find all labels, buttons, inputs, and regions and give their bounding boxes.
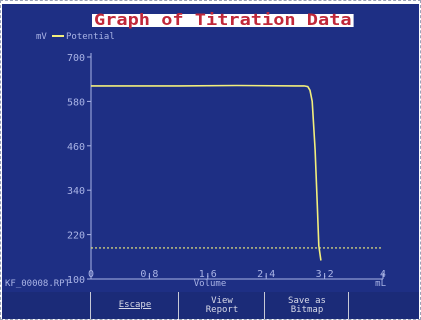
x-tick-label: 4 bbox=[380, 269, 386, 280]
x-axis-unit: mL bbox=[375, 279, 386, 289]
x-tick-label: 1.6 bbox=[199, 269, 217, 280]
chart-title-background bbox=[92, 14, 354, 27]
x-tick-label: 3.2 bbox=[316, 269, 334, 280]
chart-title: Graph of Titration Data bbox=[94, 10, 352, 29]
y-tick-label: 100 bbox=[67, 275, 85, 286]
softkey-empty-4 bbox=[348, 292, 420, 319]
y-tick-label: 700 bbox=[67, 53, 85, 64]
y-tick-label: 340 bbox=[67, 186, 85, 197]
x-tick-label: 2.4 bbox=[257, 269, 275, 280]
softkey-escape[interactable]: Escape bbox=[90, 292, 179, 319]
x-tick-label: 0.8 bbox=[140, 269, 158, 280]
x-tick-label: 0 bbox=[88, 269, 94, 280]
softkey-bar: Escape View Report Save as Bitmap bbox=[2, 292, 419, 319]
y-axis-unit: mV bbox=[36, 32, 47, 42]
titration-chart: Graph of Titration Data mV Potential 100 220… bbox=[5, 10, 386, 289]
y-tick-label: 460 bbox=[67, 142, 85, 153]
legend-entry: Potential bbox=[66, 32, 115, 42]
softkey-empty-0 bbox=[2, 292, 90, 319]
y-tick-label: 580 bbox=[67, 97, 85, 108]
softkey-view-report[interactable]: View Report bbox=[178, 292, 265, 319]
y-tick-label: 220 bbox=[67, 231, 85, 242]
report-file-name: KF_00008.RPT bbox=[5, 279, 71, 289]
series-line-potential bbox=[91, 84, 322, 261]
x-axis-label: Volume bbox=[194, 279, 227, 289]
softkey-save-as-bitmap[interactable]: Save as Bitmap bbox=[264, 292, 349, 319]
chart-panel: Graph of Titration Data mV Potential 100 220… bbox=[2, 4, 419, 292]
